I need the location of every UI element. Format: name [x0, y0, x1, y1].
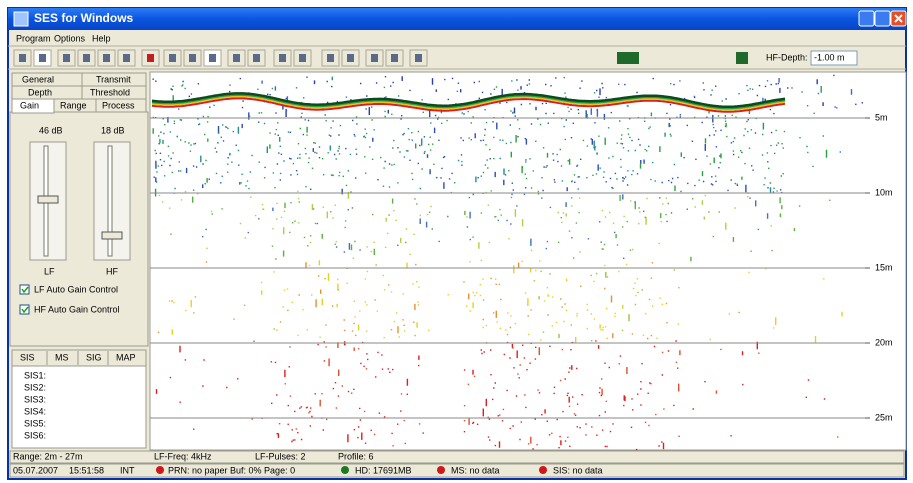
tab-label: Depth [28, 87, 52, 97]
lf-gain-value: 46 dB [39, 125, 63, 135]
status-time: 15:51:58 [69, 465, 104, 475]
status-printer: PRN: no paper Buf: 0% Page: 0 [168, 465, 295, 475]
lf-slider-label: LF [44, 266, 55, 276]
toolbar-icon [83, 54, 90, 62]
toolbar-icon [19, 54, 26, 62]
sis-item: SIS4: [24, 406, 46, 416]
status-range: Range: 2m - 27m [13, 451, 83, 461]
depth-label: 25m [875, 412, 893, 422]
settings-tabs: General Transmit Depth Threshold Gain Ra… [12, 73, 146, 113]
tab-label: Transmit [96, 74, 131, 84]
sis-item: SIS5: [24, 418, 46, 428]
sis-item: SIS2: [24, 382, 46, 392]
slider-thumb[interactable] [38, 196, 58, 203]
tab-label[interactable]: MS [55, 352, 69, 362]
status-ms: MS: no data [451, 465, 500, 475]
status-lf-pulses: LF-Pulses: 2 [255, 451, 306, 461]
depth-label: 10m [875, 187, 893, 197]
window-title: SES for Windows [34, 11, 134, 25]
toolbar-icon [347, 54, 354, 62]
lf-hf-indicator [617, 52, 639, 64]
toolbar-icon [123, 54, 130, 62]
status-led [341, 466, 349, 474]
toolbar-icon [371, 54, 378, 62]
toolbar-icon [103, 54, 110, 62]
tab-label[interactable]: SIG [86, 352, 102, 362]
tab-label[interactable]: SIS [20, 352, 35, 362]
app-icon [14, 12, 28, 26]
status-led [539, 466, 547, 474]
toolbar-icon [299, 54, 306, 62]
status-led [156, 466, 164, 474]
sis-item: SIS3: [24, 394, 46, 404]
checkbox-label: HF Auto Gain Control [34, 304, 120, 314]
lower-tabs: SIS MS SIG MAP [12, 350, 146, 366]
depth-label: 15m [875, 262, 893, 272]
hf-depth-value: -1.00 m [814, 52, 845, 62]
menu-item[interactable]: Options [54, 33, 86, 43]
toolbar-icon [169, 54, 176, 62]
status-row [10, 451, 904, 463]
tab-label: General [22, 74, 54, 84]
status-led [437, 466, 445, 474]
toolbar-icon [253, 54, 260, 62]
page: SES for Windows Program Options Help HF-… [0, 0, 913, 483]
checkbox[interactable] [20, 285, 29, 294]
toolbar-icon [327, 54, 334, 62]
app-window: SES for Windows Program Options Help HF-… [0, 0, 913, 483]
minimize-button[interactable] [859, 11, 874, 26]
tab-label[interactable]: MAP [116, 352, 136, 362]
toolbar-icon [279, 54, 286, 62]
toolbar-icon [147, 54, 154, 62]
tab-label: Range [60, 100, 87, 110]
status-date: 05.07.2007 [13, 465, 58, 475]
status-lf-freq: LF-Freq: 4kHz [154, 451, 212, 461]
status-mode: INT [120, 465, 135, 475]
status-disk: HD: 17691MB [355, 465, 412, 475]
toolbar-icon [233, 54, 240, 62]
tab-label: Process [102, 100, 135, 110]
status-bar: Range: 2m - 27m LF-Freq: 4kHz LF-Pulses:… [10, 451, 904, 477]
status-profile: Profile: 6 [338, 451, 374, 461]
hf-indicator [736, 52, 748, 64]
sis-item: SIS1: [24, 370, 46, 380]
toolbar-icon [209, 54, 216, 62]
toolbar-icon [189, 54, 196, 62]
slider-thumb[interactable] [102, 232, 122, 239]
tab-label: Threshold [90, 87, 130, 97]
checkbox[interactable] [20, 305, 29, 314]
sis-item: SIS6: [24, 430, 46, 440]
status-sis: SIS: no data [553, 465, 603, 475]
toolbar-icon [63, 54, 70, 62]
maximize-button[interactable] [875, 11, 890, 26]
hf-gain-value: 18 dB [101, 125, 125, 135]
toolbar-icon [39, 54, 46, 62]
tab-label: Gain [20, 100, 39, 110]
echogram-area [150, 72, 906, 450]
depth-label: 5m [875, 112, 888, 122]
hf-slider-label: HF [106, 266, 118, 276]
menu-item[interactable]: Help [92, 33, 111, 43]
hf-depth-label: HF-Depth: [766, 52, 808, 62]
checkbox-label: LF Auto Gain Control [34, 284, 118, 294]
toolbar-icon [391, 54, 398, 62]
toolbar-icon [415, 54, 422, 62]
menu-item[interactable]: Program [16, 33, 51, 43]
title-bar [8, 8, 906, 30]
depth-label: 20m [875, 337, 893, 347]
